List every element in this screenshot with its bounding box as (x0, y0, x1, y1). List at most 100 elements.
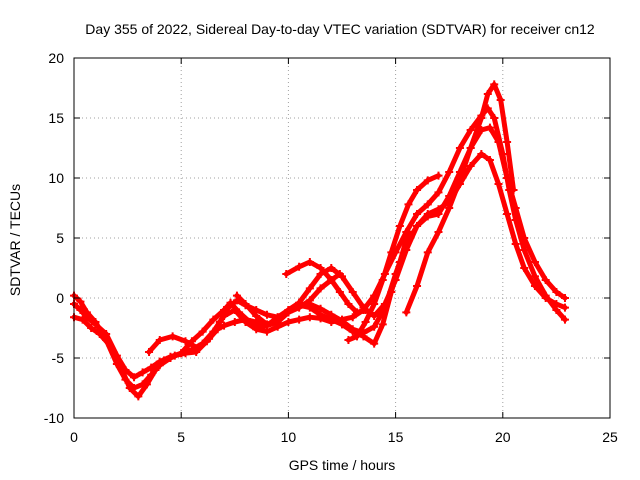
data-point (434, 205, 443, 214)
data-point (445, 168, 454, 176)
data-point (91, 318, 100, 326)
data-point (353, 332, 362, 341)
data-point (391, 276, 400, 284)
data-point (170, 351, 179, 360)
data-point (95, 330, 104, 338)
data-point (138, 368, 147, 377)
y-tick-label: 15 (48, 110, 64, 126)
data-point (305, 313, 314, 322)
data-point (241, 315, 250, 324)
data-point (209, 315, 218, 324)
data-point (344, 300, 353, 308)
data-point (273, 315, 282, 324)
data-point (370, 312, 379, 320)
data-point (305, 303, 314, 312)
data-point (348, 327, 357, 336)
data-point (466, 126, 475, 134)
series-line (71, 105, 568, 380)
data-point (560, 315, 569, 324)
data-point (235, 308, 244, 317)
data-point (160, 356, 169, 365)
x-tick-label: 25 (602, 429, 618, 445)
data-point (134, 392, 143, 401)
data-point (282, 270, 291, 278)
data-point (262, 320, 271, 329)
data-point (117, 363, 126, 372)
data-point (434, 188, 443, 197)
data-point (520, 264, 529, 272)
x-tick-labels: 0 5 10 15 20 25 (70, 429, 618, 445)
data-point (316, 264, 325, 272)
data-point (434, 171, 443, 180)
y-tick-label: -10 (44, 410, 64, 426)
data-point (378, 320, 387, 329)
data-point (509, 186, 518, 194)
data-point (327, 315, 336, 324)
data-point (241, 300, 250, 308)
data-point (168, 332, 177, 341)
data-point (348, 288, 357, 296)
data-point (560, 294, 569, 302)
y-axis-label: SDTVAR / TECUs (7, 184, 23, 296)
data-point (494, 138, 503, 146)
data-point (338, 272, 346, 281)
data-point (490, 80, 499, 89)
data-point (402, 308, 411, 317)
data-point (230, 318, 239, 326)
data-point (485, 123, 494, 132)
data-point (305, 296, 314, 305)
data-point (151, 366, 160, 374)
data-point (395, 222, 404, 230)
data-point (145, 348, 154, 356)
y-tick-label: -5 (52, 350, 65, 366)
data-point (494, 180, 503, 188)
data-point (361, 306, 370, 314)
x-tick-label: 15 (388, 429, 404, 445)
data-point (295, 315, 304, 324)
x-tick-label: 0 (70, 429, 78, 445)
data-point (370, 339, 379, 348)
data-point (262, 310, 271, 319)
data-point (327, 276, 336, 284)
data-point (361, 318, 370, 326)
data-point (353, 308, 362, 317)
data-point (305, 258, 314, 266)
data-point (142, 380, 151, 389)
data-point (378, 276, 387, 284)
x-axis-label: GPS time / hours (289, 457, 396, 473)
data-point (284, 306, 293, 314)
data-point (434, 228, 443, 236)
chart-title: Day 355 of 2022, Sidereal Day-to-day VTE… (85, 21, 595, 37)
data-point (370, 300, 379, 308)
series-trace-b (70, 123, 569, 392)
data-point (338, 320, 346, 329)
data-point (82, 308, 91, 317)
data-point (252, 312, 261, 320)
data-point (335, 288, 344, 296)
data-point (560, 303, 569, 312)
data-point (404, 200, 413, 209)
data-point (413, 186, 422, 194)
data-point (295, 262, 304, 271)
data-point (155, 336, 164, 344)
data-point (316, 284, 325, 293)
data-point (380, 300, 389, 308)
data-point (387, 248, 396, 257)
data-point (511, 240, 520, 248)
data-point (485, 156, 494, 164)
data-point (477, 114, 486, 122)
data-point (423, 248, 432, 257)
data-point (220, 321, 229, 330)
data-point (125, 384, 134, 392)
series-trace-g (344, 171, 443, 344)
y-tick-label: 10 (48, 170, 64, 186)
data-point (477, 150, 486, 158)
data-point (370, 322, 379, 331)
series-trace-h (402, 80, 518, 317)
data-point (423, 210, 432, 218)
data-point (466, 162, 475, 170)
data-point (455, 144, 464, 152)
data-point (413, 222, 422, 230)
data-point (404, 228, 413, 236)
